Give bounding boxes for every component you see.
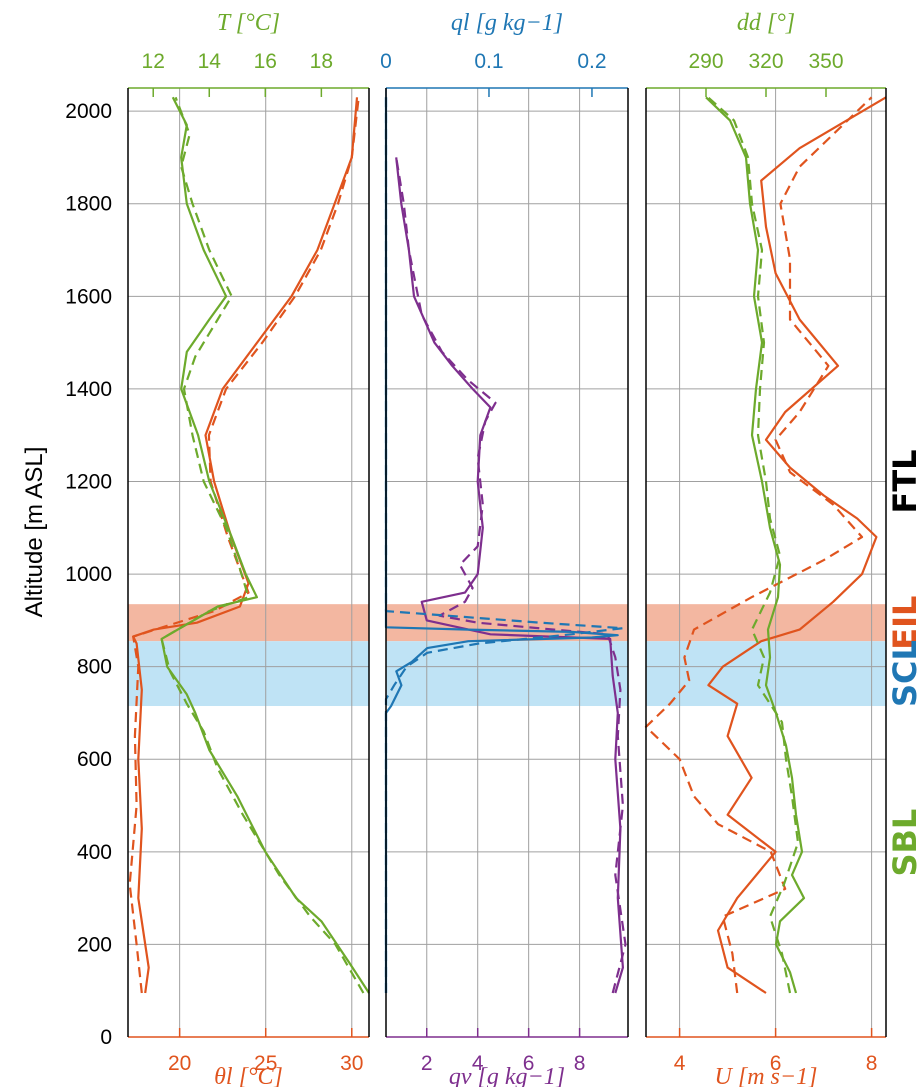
layer-label-ftl: FTL [886, 449, 921, 513]
band-eil-p1 [128, 604, 369, 642]
bottom-tick-label: 6 [770, 1052, 782, 1075]
top-tick-label: 12 [142, 50, 165, 73]
y-tick-label: 400 [77, 841, 112, 864]
y-tick-label: 600 [77, 748, 112, 771]
top-tick-label: 16 [254, 50, 277, 73]
bottom-tick-label: 6 [523, 1052, 535, 1075]
tick-labels: 20 25 30 12 14 16 18 2 4 6 8 0 0.1 0.2 4 6 8 290 320 350 0 20… [65, 50, 877, 1075]
bottom-tick-label: 2 [421, 1052, 433, 1075]
top-tick-label: 320 [748, 50, 783, 73]
bottom-tick-label: 30 [340, 1052, 363, 1075]
series-line-p1-2 [128, 97, 360, 994]
top-axis-label: T [°C] [217, 10, 280, 36]
series-line-p2-1 [395, 157, 624, 994]
top-tick-label: 290 [688, 50, 723, 73]
series-line-p2-2 [395, 157, 627, 994]
y-tick-label: 0 [100, 1026, 112, 1049]
top-axis-label: dd [°] [737, 10, 795, 36]
bottom-tick-label: 8 [574, 1052, 586, 1075]
y-tick-label: 1200 [65, 470, 112, 493]
band-scl-p3 [646, 641, 886, 707]
y-tick-label: 1000 [65, 563, 112, 586]
y-tick-label: 200 [77, 933, 112, 956]
bottom-axis-label: U [m s−1] [715, 1064, 818, 1087]
y-tick-label: 800 [77, 656, 112, 679]
bottom-tick-label: 25 [254, 1052, 277, 1075]
y-tick-label: 1600 [65, 285, 112, 308]
bottom-axis-label: θl [°C] [214, 1064, 283, 1087]
series-line-p2-4 [384, 97, 624, 993]
top-tick-label: 14 [198, 50, 222, 73]
top-tick-label: 18 [310, 50, 333, 73]
panel-frames [127, 87, 887, 1038]
top-axis-label: ql [g kg−1] [451, 10, 563, 36]
series-line-p3-4 [707, 96, 800, 994]
bottom-axis-label: qv [g kg−1] [449, 1064, 565, 1087]
axis-labels: θl [°C] T [°C] qv [g kg−1] ql [g kg−1] U [m … [214, 10, 817, 1087]
y-tick-label: 1400 [65, 378, 112, 401]
layer-bands [128, 604, 886, 707]
band-scl-p1 [128, 641, 369, 707]
layer-label-eil: EIL [886, 596, 921, 650]
y-axis-label: Altitude [m ASL] [21, 447, 48, 618]
series-lines [128, 96, 887, 994]
layer-label-sbl: SBL [886, 809, 921, 877]
series-line-p3-1 [707, 96, 887, 994]
top-tick-label: 350 [808, 50, 843, 73]
band-eil-p3 [646, 604, 886, 642]
top-tick-label: 0.1 [474, 50, 503, 73]
y-tick-label: 1800 [65, 193, 112, 216]
series-line-p2-3 [384, 97, 619, 993]
series-line-p1-1 [132, 97, 359, 994]
bottom-tick-label: 4 [472, 1052, 484, 1075]
series-line-p3-2 [644, 96, 873, 994]
top-tick-label: 0 [380, 50, 392, 73]
bottom-tick-label: 8 [866, 1052, 878, 1075]
top-tick-label: 0.2 [577, 50, 606, 73]
y-tick-label: 2000 [65, 100, 112, 123]
series-line-p1-4 [160, 96, 365, 994]
bottom-tick-label: 4 [674, 1052, 686, 1075]
bottom-tick-label: 20 [168, 1052, 191, 1075]
layer-label-scl: SCL [886, 640, 921, 707]
series-line-p3-3 [705, 96, 806, 994]
band-scl-p2 [386, 641, 628, 707]
